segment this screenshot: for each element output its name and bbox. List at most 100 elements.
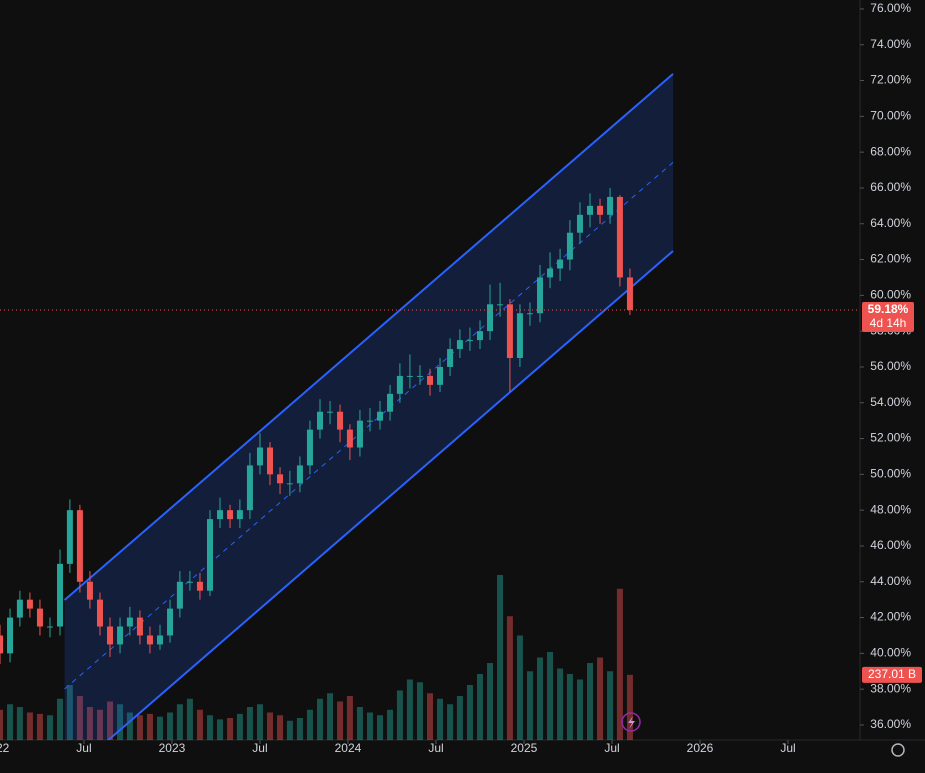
volume-bar — [356, 707, 363, 740]
candle-body — [327, 411, 334, 413]
volume-bar — [217, 719, 224, 740]
volume-bar — [146, 713, 153, 740]
candle-body — [16, 599, 23, 618]
volume-bar — [46, 715, 53, 740]
candle-body — [377, 411, 384, 421]
volume-bar — [7, 704, 14, 740]
candle-body — [396, 375, 403, 394]
volume-bar — [206, 715, 213, 740]
volume-bar — [196, 709, 203, 740]
candle-body — [526, 313, 533, 315]
volume-bar — [396, 690, 403, 740]
alert-icon[interactable] — [621, 712, 641, 732]
y-tick-label: 56.00% — [870, 359, 911, 373]
alert-bolt — [628, 716, 635, 729]
volume-bar — [296, 718, 303, 740]
volume-bar — [466, 685, 473, 740]
volume-bar — [227, 718, 234, 740]
volume-bar — [286, 720, 293, 740]
candle-body — [246, 465, 253, 511]
volume-bar — [387, 709, 394, 740]
candle-body — [236, 510, 243, 520]
channel-upper — [63, 73, 674, 601]
candle-body — [296, 465, 303, 484]
candle-body — [366, 420, 373, 422]
y-tick-label: 70.00% — [870, 109, 911, 123]
volume-bar — [277, 715, 284, 740]
candle-body — [46, 626, 53, 628]
y-tick-label: 64.00% — [870, 216, 911, 230]
volume-badge — [862, 666, 922, 683]
countdown-label: 4d 14h — [870, 316, 907, 330]
volume-bar — [537, 657, 544, 740]
y-tick-label: 68.00% — [870, 144, 911, 158]
channel-fill — [64, 73, 674, 740]
x-tick-label: Jul — [428, 741, 443, 755]
volume-bar — [16, 707, 23, 740]
y-tick-label: 62.00% — [870, 252, 911, 266]
candle-body — [616, 196, 623, 278]
candle-body — [516, 313, 523, 359]
volume-bar — [557, 668, 564, 740]
volume-bar — [586, 663, 593, 740]
volume-bar — [516, 635, 523, 740]
volume-label: 237.01 B — [868, 667, 916, 681]
candle-body — [196, 581, 203, 591]
candle-body — [487, 304, 494, 332]
volume-bar — [487, 663, 494, 740]
volume-bar — [156, 716, 163, 740]
y-tick-label: 74.00% — [870, 37, 911, 51]
candle-body — [227, 510, 234, 520]
volume-bar — [616, 588, 623, 740]
candle-body — [626, 277, 633, 311]
y-tick-label: 54.00% — [870, 395, 911, 409]
volume-bar — [236, 713, 243, 740]
candle-body — [217, 510, 224, 520]
volume-bar — [76, 696, 83, 740]
volume-bar — [427, 693, 433, 740]
candle-body — [597, 205, 604, 215]
volume-bar — [337, 701, 344, 740]
volume-bar — [366, 712, 373, 740]
candle-body — [277, 474, 284, 484]
y-tick-label: 46.00% — [870, 538, 911, 552]
candle-body — [576, 214, 583, 233]
volume-bar — [597, 657, 604, 740]
candle-body — [126, 617, 133, 627]
volume-bar — [547, 652, 554, 740]
x-tick-label: Jul — [76, 741, 91, 755]
volume-bar — [176, 704, 183, 740]
candle-body — [356, 420, 363, 448]
candle-body — [306, 429, 313, 466]
volume-bar — [136, 715, 143, 740]
x-tick-label: Jul — [252, 741, 267, 755]
candle-body — [416, 375, 423, 377]
candle-body — [167, 608, 174, 636]
x-tick-label: Jul — [780, 741, 795, 755]
candle-body — [387, 393, 394, 412]
candle-body — [186, 581, 193, 583]
x-tick-label: 2025 — [511, 741, 538, 755]
price-label: 59.18% — [868, 302, 909, 316]
volume-bar — [576, 679, 583, 740]
volume-bar — [327, 693, 334, 740]
candle-body — [7, 617, 14, 654]
candle-body — [107, 626, 114, 645]
candle-body — [96, 599, 103, 627]
y-tick-label: 36.00% — [870, 717, 911, 731]
candle-body — [476, 331, 483, 341]
candle-body — [506, 304, 513, 359]
volume-bar — [476, 674, 483, 740]
volume-bar — [316, 698, 323, 740]
candle-body — [136, 617, 143, 636]
y-tick-label: 60.00% — [870, 288, 911, 302]
candle-body — [346, 429, 353, 448]
volume-bar — [66, 685, 73, 740]
volume-bar — [96, 709, 103, 740]
candle-body — [26, 599, 33, 609]
candle-body — [76, 510, 83, 582]
y-tick-label: 42.00% — [870, 610, 911, 624]
settings-icon[interactable] — [891, 743, 905, 757]
